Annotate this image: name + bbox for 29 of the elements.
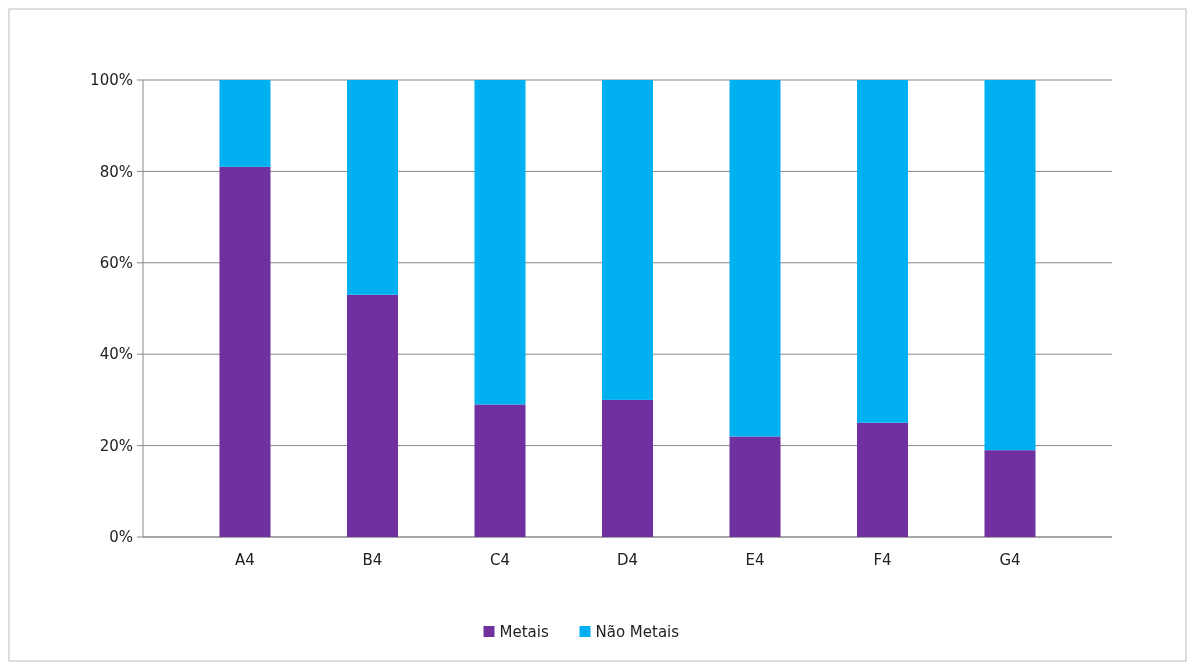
y-tick-label: 60%	[99, 254, 133, 273]
bar	[602, 80, 653, 400]
legend-label: Metais	[499, 623, 549, 642]
x-tick-label: C4	[489, 551, 511, 569]
bar	[857, 422, 908, 537]
bar	[219, 166, 271, 537]
legend-label: Não Metais	[595, 623, 680, 642]
bar	[984, 80, 1036, 451]
y-tick-label: 20%	[99, 436, 133, 455]
y-tick-label: 80%	[99, 162, 133, 181]
x-tick-label: D4	[616, 551, 639, 569]
x-tick-label: A4	[235, 551, 255, 569]
bar	[729, 80, 781, 437]
x-tick-label: E4	[745, 551, 765, 569]
y-tick-label: 100%	[90, 71, 133, 90]
bar	[347, 80, 398, 295]
y-tick-label: 0%	[109, 528, 133, 547]
bar	[474, 404, 526, 537]
bar	[729, 436, 781, 537]
x-tick-label: G4	[999, 551, 1021, 569]
y-tick-label: 40%	[99, 345, 133, 364]
bar	[602, 399, 653, 537]
bar	[219, 80, 271, 167]
x-tick-label: F4	[873, 551, 892, 569]
bar	[474, 80, 526, 405]
bar	[984, 450, 1036, 537]
bar	[857, 80, 908, 423]
bar	[347, 294, 398, 537]
x-tick-label: B4	[362, 551, 383, 569]
